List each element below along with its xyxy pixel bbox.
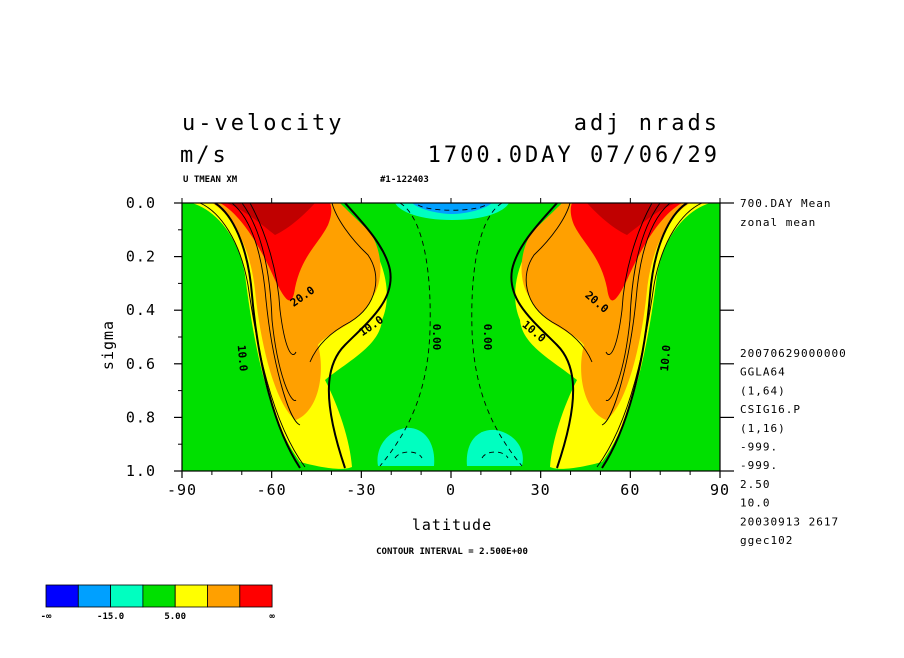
colorbar-swatch [207,584,241,608]
side-info-line: CSIG16.P [740,403,801,416]
contour-label: 0.00 [481,324,494,351]
colorbar-label: -15.0 [97,612,124,622]
colorbar-swatch [110,584,144,608]
colorbar-label: 5.00 [164,612,186,622]
x-tick-label: 90 [710,481,730,499]
colorbar: -∞ -15.0 5.00 ∞ [41,584,275,622]
colorbar-swatch [77,584,112,608]
plot-frame: -90 -60 -30 0 30 60 90 0.0 0.2 0.4 0.6 0.8 1.0 [126,194,734,499]
contour-interval-label: CONTOUR INTERVAL = 2.500E+00 [376,547,528,557]
band-orange-left [212,203,381,420]
band-cyan-low-right [466,429,523,466]
subtitle-mid: #1-122403 [380,175,429,185]
side-info-line: -999. [740,441,778,454]
y-tick-label: 0.0 [126,194,156,212]
contour-line [199,203,306,468]
x-tick-label: -60 [257,481,287,499]
x-tick-label: 30 [531,481,551,499]
side-info-line: 20070629000000 [740,347,847,360]
contour-line-bold [214,203,301,469]
band-red-left [220,203,332,301]
contour-line [231,203,301,426]
contour-label: 0.00 [430,324,443,351]
side-info-line: 2.50 [740,478,771,491]
side-info-top-2: zonal mean [740,216,816,229]
contour-field [182,203,720,471]
contour-line-negative [471,203,523,467]
x-axis-label: latitude [412,516,492,534]
contour-line-negative [394,451,423,459]
colorbar-swatch [239,584,273,608]
day-date-label: 1700.0DAY 07/06/29 [428,143,720,168]
y-tick-label: 0.8 [126,408,156,426]
colorbar-swatch [142,584,176,608]
band-darkred-right [587,203,676,235]
band-darkred-left [226,203,315,235]
colorbar-swatch [174,584,208,608]
contour-line-bold [601,203,688,469]
contour-line-negative [481,451,509,459]
side-info-line: -999. [740,459,778,472]
y-tick-label: 0.2 [126,248,156,266]
y-tick-label: 0.6 [126,355,156,373]
band-red-right [570,203,682,301]
chart-units: m/s [180,143,229,168]
contour-line-negative [417,204,487,211]
colorbar-label: -∞ [41,612,52,622]
contour-line [525,203,593,363]
band-cyan-low-left [377,427,435,466]
experiment-label: adj nrads [574,111,720,136]
y-tick-label: 0.4 [126,301,156,319]
side-info-line: 20030913 2617 [740,515,839,528]
band-blue-top [412,203,492,214]
x-tick-label: -90 [167,481,197,499]
x-tick-label: -30 [346,481,376,499]
y-axis-label: sigma [99,320,117,370]
side-info-line: GGLA64 [740,366,786,379]
contour-line [605,203,653,355]
y-tick-label: 1.0 [126,462,156,480]
side-info-top-1: 700.DAY Mean [740,197,831,210]
contour-label: 10.0 [658,344,673,372]
contour-line [241,203,297,401]
contour-label: 10.0 [235,344,250,372]
contour-line [601,203,671,426]
contour-line [605,203,661,401]
x-tick-label: 0 [446,481,456,499]
contour-line [309,203,377,363]
band-orange-right [521,203,690,420]
contour-line-negative [379,203,431,467]
chart-title: u-velocity [182,111,344,136]
side-info-line: 10.0 [740,497,771,510]
colorbar-swatch [45,584,79,608]
contour-line [596,203,703,468]
x-tick-label: 60 [620,481,640,499]
side-info-line: ggec102 [740,534,793,547]
side-info-line: (1,16) [740,422,786,435]
side-info-line: (1,64) [740,384,786,397]
contour-line [249,203,297,355]
subtitle-left: U TMEAN XM [183,175,238,185]
contour-line-bold [327,203,392,469]
contour-line-bold [510,203,575,469]
colorbar-label: ∞ [269,612,275,622]
